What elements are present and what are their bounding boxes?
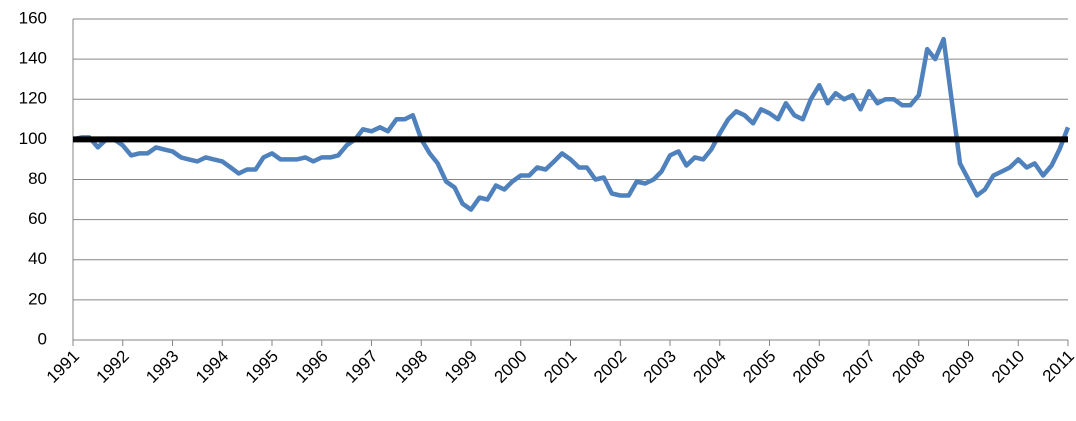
x-tick-label: 2002: [590, 347, 630, 387]
x-tick-label: 2004: [690, 347, 730, 387]
y-tick-label: 120: [19, 89, 47, 108]
x-tick-label: 1992: [93, 347, 133, 387]
x-tick-label: 1999: [441, 347, 481, 387]
x-tick-label: 1995: [242, 347, 282, 387]
x-tick-label: 1998: [391, 347, 431, 387]
y-tick-label: 20: [28, 289, 47, 308]
data-line: [72, 36, 1071, 212]
y-tick-label: 60: [28, 209, 47, 228]
x-tick-label: 1996: [292, 347, 332, 387]
x-tick-label: 2006: [789, 347, 829, 387]
x-tick-label: 2010: [988, 347, 1028, 387]
y-tick-label: 0: [38, 329, 47, 348]
x-tick-label: 2003: [640, 347, 680, 387]
y-tick-label: 40: [28, 249, 47, 268]
y-tick-label: 140: [19, 49, 47, 68]
x-tick-label: 2001: [540, 347, 580, 387]
x-tick-label: 1997: [341, 347, 381, 387]
x-tick-label: 2009: [938, 347, 978, 387]
y-tick-label: 160: [19, 8, 47, 27]
x-tick-label: 1994: [192, 347, 232, 387]
x-tick-label: 2000: [491, 347, 531, 387]
x-tick-label: 1993: [142, 347, 182, 387]
x-tick-label: 2011: [1039, 347, 1076, 386]
x-tick-label: 2008: [889, 347, 929, 387]
x-tick-label: 2007: [839, 347, 879, 387]
x-tick-label: 2005: [739, 347, 779, 387]
y-tick-label: 80: [28, 169, 47, 188]
y-tick-label: 100: [19, 129, 47, 148]
x-tick-label: 1991: [43, 347, 83, 387]
